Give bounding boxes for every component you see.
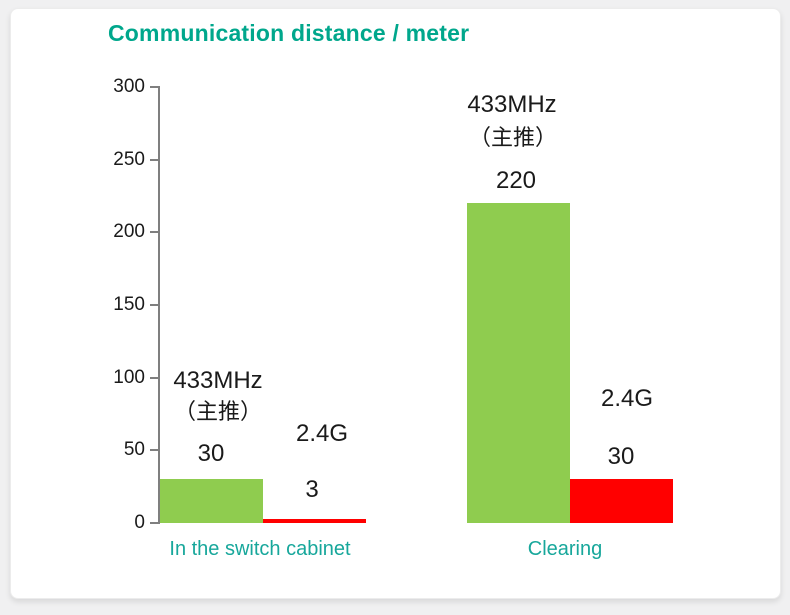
- label-2-4g-clearing: 2.4G: [600, 385, 654, 412]
- value-2-4g-clearing: 30: [607, 443, 635, 470]
- y-tick-label: 200: [113, 221, 145, 243]
- y-tick-mark: [150, 304, 158, 306]
- y-tick-label: 150: [113, 294, 145, 315]
- bar-433mhz-clearing: [467, 203, 570, 523]
- y-tick-label: 250: [113, 148, 145, 170]
- label-zhutui-switch-cabinet: （主推）: [173, 399, 263, 424]
- label-433mhz-clearing: 433MHz: [467, 91, 557, 118]
- y-tick-label: 100: [113, 366, 145, 388]
- label-433mhz-switch-cabinet: 433MHz: [173, 367, 263, 394]
- y-tick-mark: [150, 522, 158, 524]
- y-tick-label: 50: [123, 439, 145, 461]
- chart-title: Communication distance / meter: [108, 20, 470, 46]
- y-tick-label: 300: [113, 76, 145, 97]
- value-433mhz-switch-cabinet: 30: [197, 440, 225, 467]
- y-tick-label: 0: [134, 512, 145, 533]
- bar-2-4g-clearing: [570, 479, 673, 523]
- y-tick-mark: [150, 231, 158, 234]
- category-label-switch-cabinet: In the switch cabinet: [169, 538, 351, 560]
- label-2-4g-switch-cabinet: 2.4G: [295, 420, 349, 447]
- bar-433mhz-switch-cabinet: [160, 479, 263, 523]
- y-tick-mark: [150, 449, 158, 452]
- label-zhutui-clearing: （主推）: [468, 125, 558, 150]
- y-tick-mark: [150, 158, 158, 161]
- bar-2-4g-switch-cabinet: [263, 519, 366, 523]
- category-label-clearing: Clearing: [527, 538, 603, 560]
- y-tick-mark: [150, 86, 158, 88]
- value-2-4g-switch-cabinet: 3: [305, 476, 319, 503]
- y-axis-line: [158, 86, 160, 524]
- value-433mhz-clearing: 220: [495, 167, 537, 194]
- y-tick-mark: [150, 376, 158, 379]
